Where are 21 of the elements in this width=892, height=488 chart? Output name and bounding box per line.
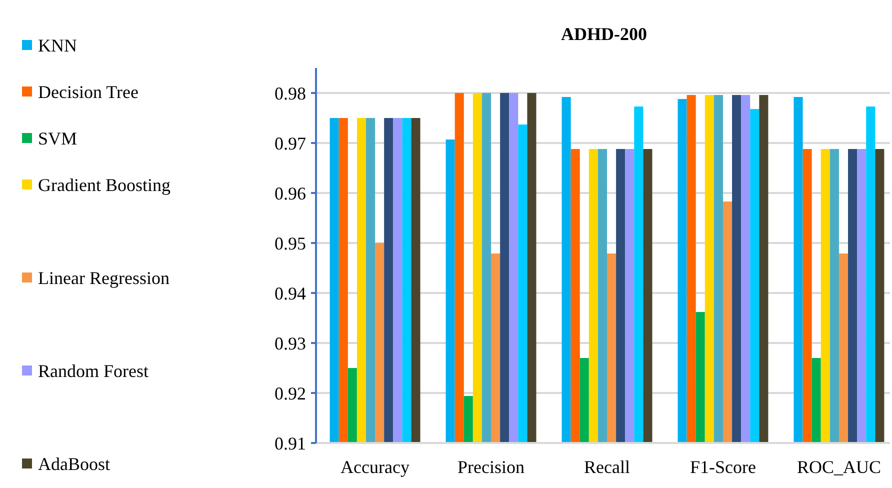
legend-label: Linear Regression [38,268,170,288]
y-tick-label: 0.98 [274,83,306,104]
y-tick-label: 0.95 [274,233,306,254]
y-tick-label: 0.91 [274,433,306,454]
x-tick-label: ROC_AUC [796,457,881,477]
x-tick-label: Precision [458,457,525,477]
legend-label: Random Forest [38,360,148,381]
x-tick-label: Recall [584,457,630,477]
chart-title: ADHD-200 [561,24,647,44]
legend-label: Gradient Boosting [38,174,170,195]
x-tick-label: Accuracy [340,457,410,477]
y-tick-label: 0.93 [274,333,306,354]
legend-label: KNN [38,35,77,56]
y-tick-label: 0.96 [274,183,306,204]
legend-label: AdaBoost [38,454,110,474]
y-tick-label: 0.94 [274,283,306,304]
y-tick-label: 0.97 [274,133,306,154]
legend-label: SVM [38,128,78,148]
x-tick-label: F1-Score [690,457,756,477]
legend-label: Decision Tree [38,82,139,102]
y-tick-label: 0.92 [274,383,306,404]
